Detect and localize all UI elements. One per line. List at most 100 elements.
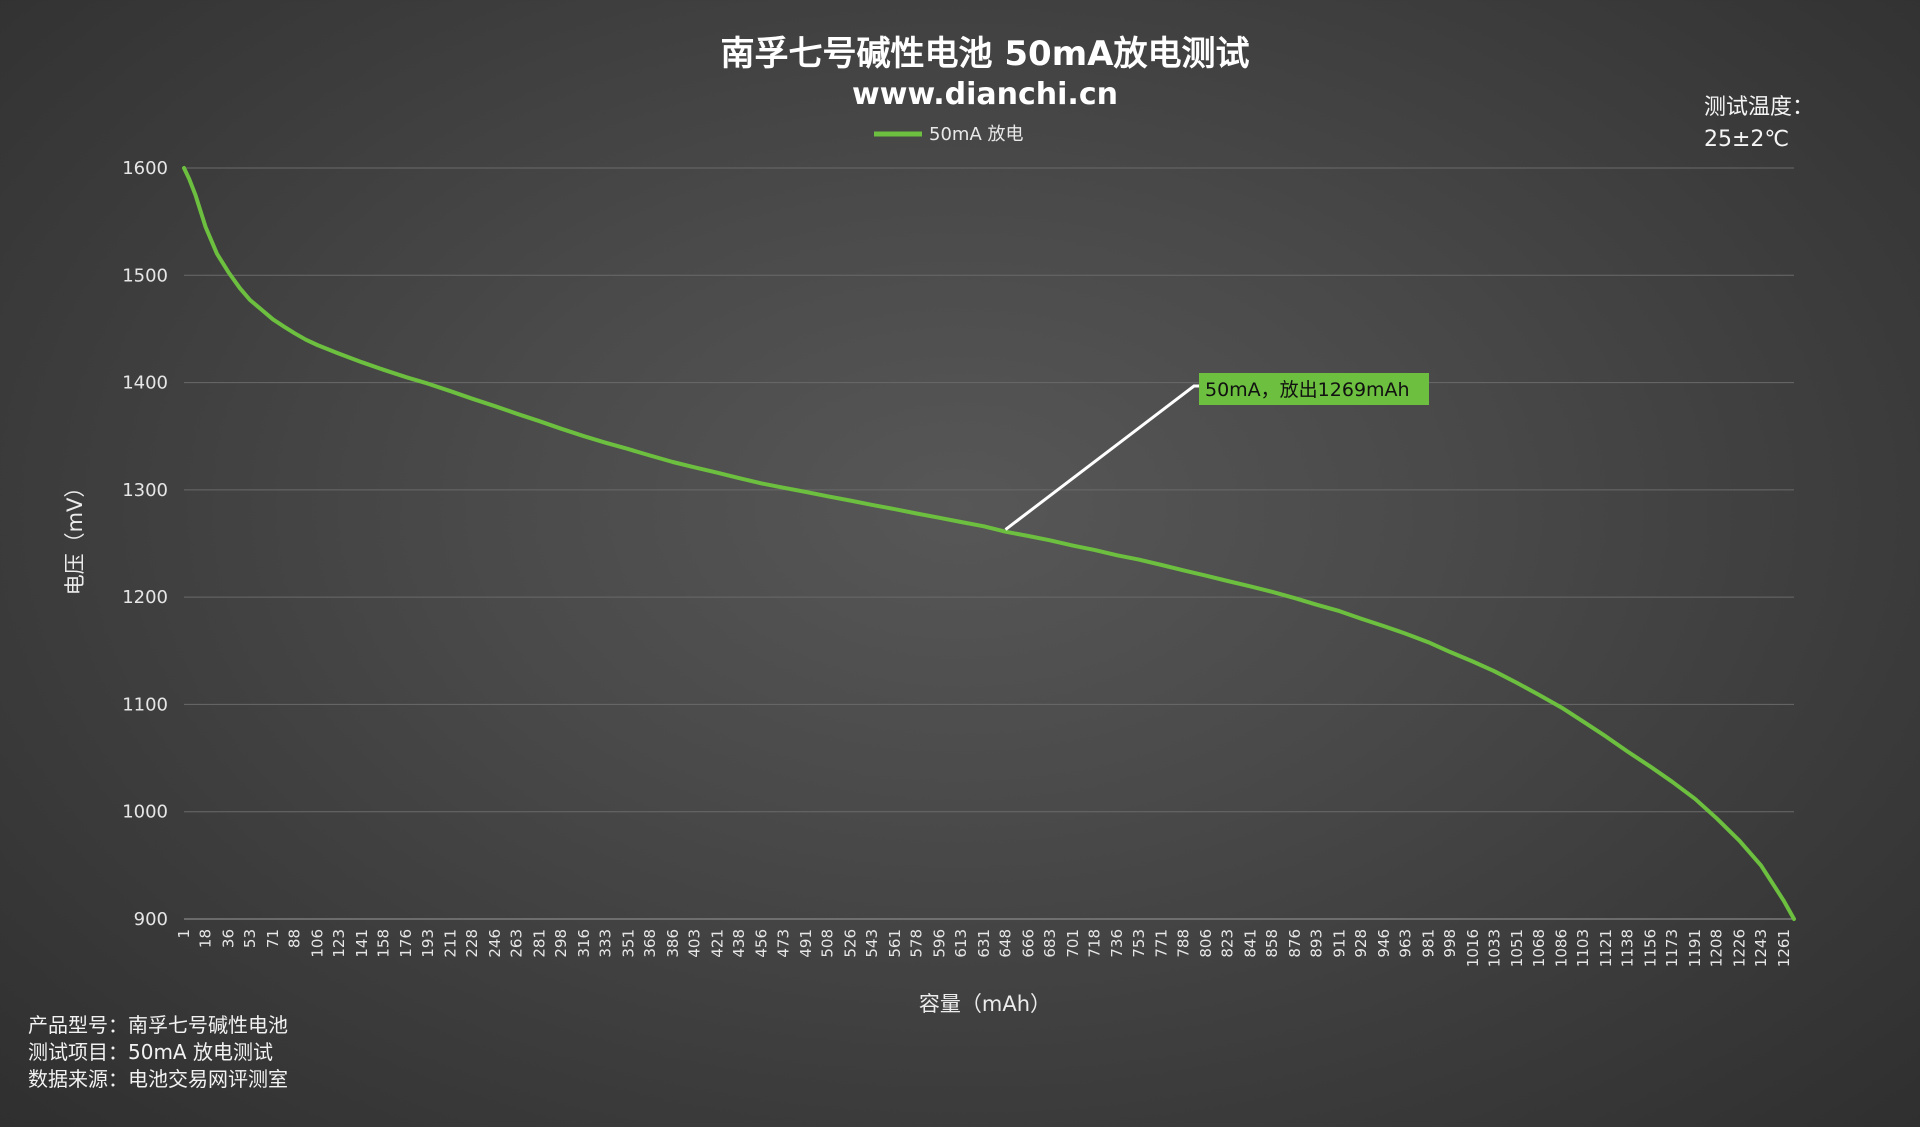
x-tick-label: 1103 [1574,929,1592,967]
x-tick-label: 1068 [1530,929,1548,967]
x-tick-label: 526 [842,929,860,958]
x-tick-label: 911 [1330,929,1348,958]
x-tick-label: 753 [1130,929,1148,958]
x-tick-label: 1191 [1686,929,1704,967]
x-tick-label: 1138 [1619,929,1637,967]
x-tick-label: 718 [1085,929,1103,958]
x-tick-label: 1086 [1553,929,1571,967]
x-tick-label: 701 [1064,929,1082,958]
x-tick-label: 1243 [1752,929,1770,967]
y-tick-label: 1500 [122,265,168,286]
x-tick-label: 1121 [1597,929,1615,967]
x-tick-label: 928 [1352,929,1370,958]
x-tick-label: 1173 [1663,929,1681,967]
x-tick-label: 421 [708,929,726,958]
x-tick-label: 491 [797,929,815,958]
chart-subtitle: www.dianchi.cn [852,77,1118,112]
x-tick-label: 876 [1286,929,1304,958]
annotation-box [1199,373,1429,405]
annotation-layer: 50mA，放出1269mAh [1004,373,1429,531]
x-tick-label: 158 [374,929,392,958]
x-tick-label: 403 [685,929,703,958]
x-tick-label: 596 [930,929,948,958]
x-tick-label: 193 [419,929,437,958]
x-tick-label: 823 [1219,929,1237,958]
x-tick-label: 36 [219,929,237,948]
x-tick-label: 333 [597,929,615,958]
x-tick-label: 246 [486,929,504,958]
x-tick-label: 456 [753,929,771,958]
x-tick-label: 263 [508,929,526,958]
y-axis-label: 电压（mV） [63,477,87,596]
x-tick-label: 998 [1441,929,1459,958]
x-tick-label: 561 [886,929,904,958]
x-tick-label: 88 [285,929,303,948]
x-tick-label: 1156 [1642,929,1660,967]
x-tick-label: 438 [730,929,748,958]
test-line: 测试项目：50mA 放电测试 [28,1040,273,1064]
annotation-text: 50mA，放出1269mAh [1205,379,1410,401]
x-tick-label: 281 [531,929,549,958]
source-line: 数据来源：电池交易网评测室 [28,1067,288,1091]
y-tick-label: 1400 [122,373,168,394]
x-axis-label: 容量（mAh） [919,992,1051,1016]
x-tick-label: 841 [1242,929,1260,958]
x-tick-label: 368 [641,929,659,958]
temperature-info: 测试温度： 25±2℃ [1704,92,1814,156]
x-tick-label: 578 [908,929,926,958]
temperature-value: 25±2℃ [1704,127,1790,152]
series-layer [182,166,1796,921]
x-tick-label: 298 [552,929,570,958]
x-tick-label: 648 [997,929,1015,958]
x-tick-label: 1261 [1775,929,1793,967]
x-tick-label: 771 [1153,929,1171,958]
y-tick-label: 1100 [122,694,168,715]
x-tick-label: 351 [619,929,637,958]
x-tick-label: 228 [463,929,481,958]
y-tick-label: 1000 [122,802,168,823]
annotation-leader [1004,384,1199,531]
y-tick-label: 1600 [122,158,168,179]
legend-label: 50mA 放电 [929,124,1023,145]
x-tick-label: 631 [975,929,993,958]
x-tick-label: 71 [264,929,282,948]
x-tick-label: 981 [1419,929,1437,958]
x-tick-label: 386 [664,929,682,958]
y-tick-label: 900 [134,909,168,930]
x-tick-label: 508 [819,929,837,958]
x-tick-label: 1 [175,929,193,939]
x-tick-label: 858 [1263,929,1281,958]
temperature-label: 测试温度： [1704,95,1815,120]
x-tick-label: 893 [1308,929,1326,958]
x-tick-label: 1226 [1730,929,1748,967]
x-tick-label: 18 [197,929,215,948]
legend: 50mA 放电 [874,124,1023,145]
x-tick-label: 141 [353,929,371,958]
x-tick-label: 211 [442,929,460,958]
y-tick-label: 1300 [122,480,168,501]
x-tick-label: 106 [308,929,326,958]
x-tick-label: 613 [952,929,970,958]
x-tick-label: 176 [397,929,415,958]
x-tick-label: 963 [1396,929,1414,958]
x-tick-label: 666 [1019,929,1037,958]
grid-layer [184,167,1794,920]
x-tick-label: 473 [774,929,792,958]
x-tick-label: 806 [1197,929,1215,958]
x-tick-label: 316 [575,929,593,958]
x-tick-label: 543 [863,929,881,958]
chart-title: 南孚七号碱性电池 50mA放电测试 [721,34,1250,74]
x-tick-label: 1033 [1485,929,1503,967]
y-tick-label: 1200 [122,587,168,608]
x-tick-label: 53 [241,929,259,948]
x-tick-label: 788 [1174,929,1192,958]
x-tick-label: 1016 [1464,929,1482,967]
x-tick-label: 1051 [1508,929,1526,967]
tick-layer: 900 1000 1100 1200 1300 1400 1500 1600 1 18 36 53 71… [122,158,1793,967]
x-tick-label: 1208 [1708,929,1726,967]
x-tick-label: 736 [1108,929,1126,958]
x-tick-label: 123 [330,929,348,958]
product-line: 产品型号：南孚七号碱性电池 [28,1013,288,1037]
